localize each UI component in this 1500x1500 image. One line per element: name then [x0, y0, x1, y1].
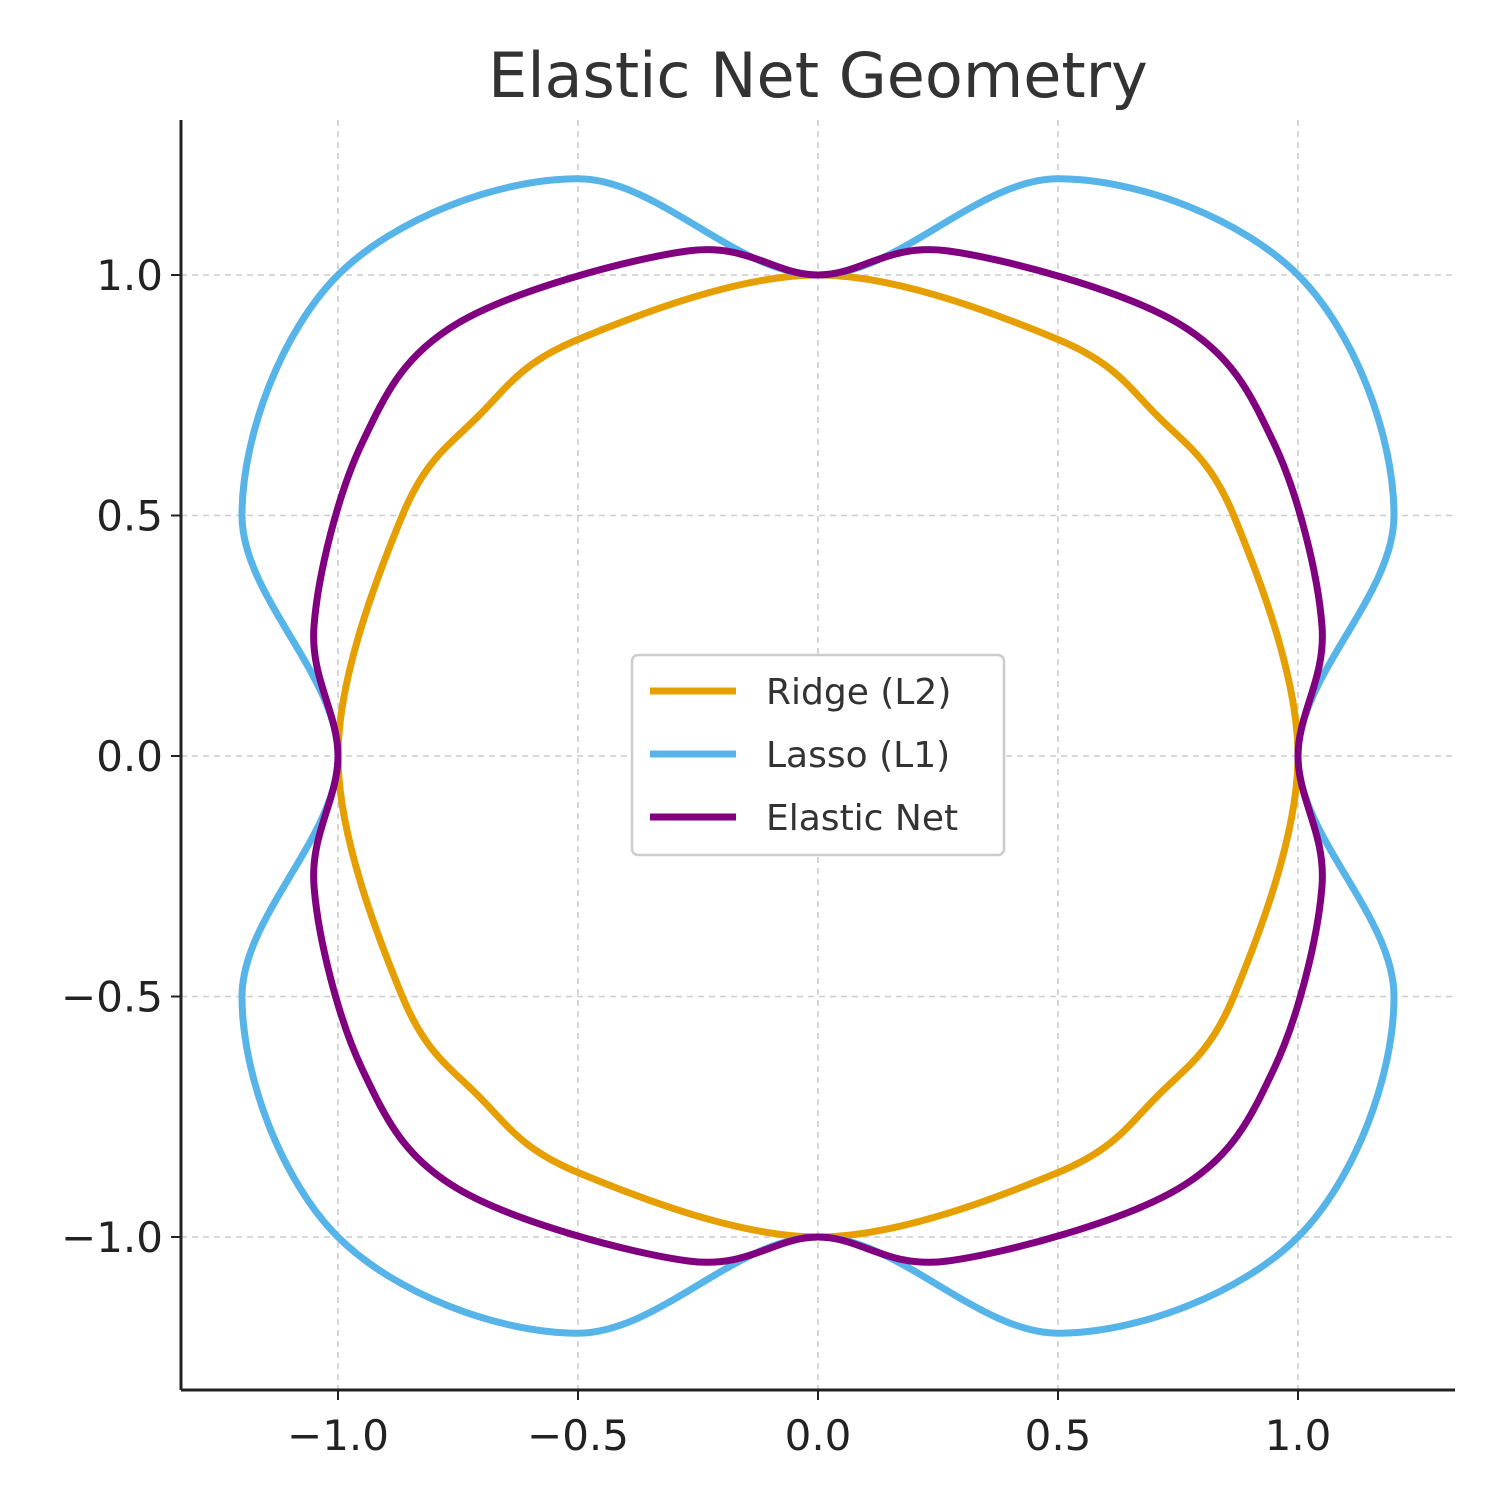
x-tick-label: 1.0 — [1265, 1411, 1332, 1460]
x-tick-label: 0.0 — [785, 1411, 852, 1460]
chart-title: Elastic Net Geometry — [488, 39, 1148, 112]
y-tick-label: −0.5 — [61, 973, 163, 1022]
series-line-elastic-net — [310, 246, 1326, 1266]
legend-box — [630, 653, 1006, 857]
y-tick-label: 0.0 — [96, 732, 163, 781]
legend-label-ridge-l2: Ridge (L2) — [766, 672, 951, 713]
x-tick-label: 0.5 — [1025, 1411, 1092, 1460]
y-tick-label: 1.0 — [96, 251, 163, 300]
y-tick-label: 0.5 — [96, 492, 163, 541]
x-tick-label: −0.5 — [527, 1411, 629, 1460]
legend: Ridge (L2) Lasso (L1) Elastic Net — [630, 653, 1006, 857]
ticks: −1.0 −0.5 0.0 0.5 1.0 −1.0 −0.5 0.0 0.5 1.0 — [61, 251, 1331, 1460]
grid — [181, 120, 1455, 1390]
legend-label-lasso-l1: Lasso (L1) — [766, 735, 950, 776]
y-tick-label: −1.0 — [61, 1213, 163, 1262]
series-group — [238, 175, 1398, 1337]
x-tick-label: −1.0 — [287, 1411, 389, 1460]
legend-label-elastic-net: Elastic Net — [766, 798, 958, 839]
